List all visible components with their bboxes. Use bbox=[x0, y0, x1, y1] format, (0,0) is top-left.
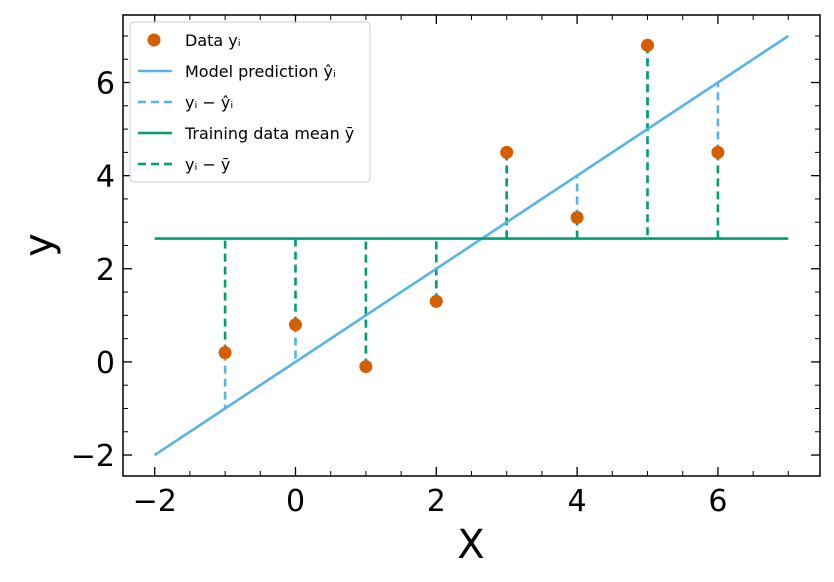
y-tick-label: −2 bbox=[71, 439, 115, 474]
legend-label-res_model: yᵢ − ŷᵢ bbox=[185, 93, 233, 112]
x-tick-label: 4 bbox=[568, 484, 587, 519]
data-point bbox=[429, 294, 443, 308]
axis-ticks: −2 0 2 4 6 −2 0 2 4 6 bbox=[71, 15, 820, 519]
data-point bbox=[218, 346, 232, 360]
y-axis-title: y bbox=[16, 233, 62, 257]
model-prediction-line bbox=[153, 34, 790, 457]
x-tick-label: −2 bbox=[133, 484, 177, 519]
x-tick-label: 0 bbox=[286, 484, 305, 519]
data-point bbox=[711, 145, 725, 159]
legend-box bbox=[129, 21, 371, 183]
plot-area bbox=[153, 34, 790, 457]
legend-label-res_mean: yᵢ − ȳ bbox=[185, 155, 230, 174]
y-tick-label: 6 bbox=[96, 67, 115, 102]
data-point bbox=[288, 318, 302, 332]
x-tick-label: 2 bbox=[427, 484, 446, 519]
data-point bbox=[641, 38, 655, 52]
x-tick-label: 6 bbox=[708, 484, 727, 519]
legend-marker-data bbox=[147, 33, 161, 47]
y-tick-label: 2 bbox=[96, 253, 115, 288]
x-axis-title: X bbox=[457, 522, 484, 568]
data-point bbox=[500, 145, 514, 159]
legend: Data yᵢ Model prediction ŷᵢ yᵢ − ŷᵢ Trainin… bbox=[129, 21, 371, 183]
legend-label-mean: Training data mean ȳ bbox=[184, 124, 354, 143]
data-point bbox=[359, 360, 373, 374]
legend-label-data: Data yᵢ bbox=[185, 31, 241, 50]
y-tick-label: 0 bbox=[96, 346, 115, 381]
data-point bbox=[570, 211, 584, 225]
legend-label-model: Model prediction ŷᵢ bbox=[185, 62, 336, 81]
y-tick-label: 4 bbox=[96, 160, 115, 195]
